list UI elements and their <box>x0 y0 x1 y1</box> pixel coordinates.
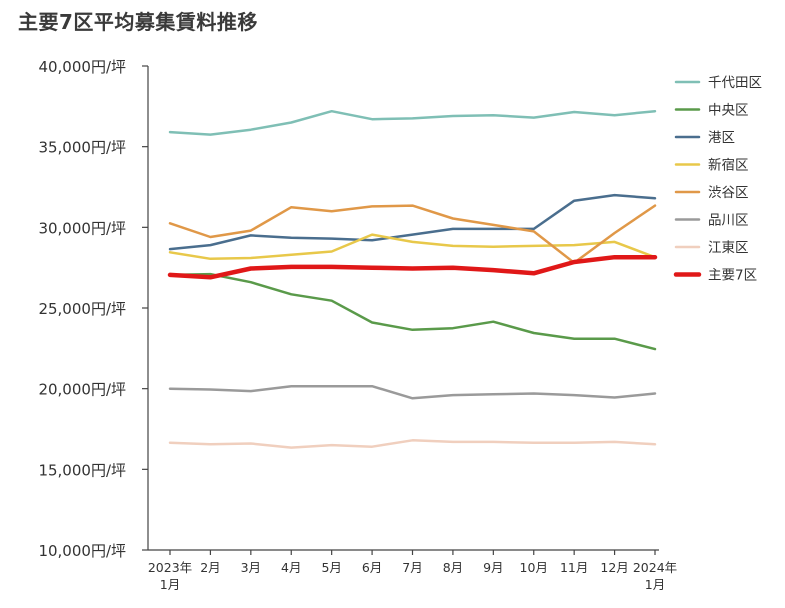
x-tick-label: 2月 <box>200 560 220 575</box>
y-tick-label: 35,000円/坪 <box>38 139 126 157</box>
series-line <box>168 384 657 400</box>
x-tick-label: 8月 <box>443 560 463 575</box>
legend-label: 千代田区 <box>708 75 762 91</box>
series-line <box>168 233 657 261</box>
legend-label: 渋谷区 <box>708 185 749 201</box>
x-tick-label: 12月 <box>600 560 628 575</box>
series-line <box>167 254 658 280</box>
x-tick-label: 7月 <box>402 560 422 575</box>
y-tick-label: 20,000円/坪 <box>38 381 126 399</box>
y-tick-label: 30,000円/坪 <box>38 219 126 237</box>
axes: 10,000円/坪 15,000円/坪 20,000円/坪 25,000円/坪 30,0… <box>38 58 677 592</box>
series-line <box>168 439 657 449</box>
x-tick-label: 4月 <box>281 560 301 575</box>
series-line <box>168 193 657 251</box>
series-layer <box>167 109 658 449</box>
legend-label: 中央区 <box>708 103 749 119</box>
x-tick-label: 6月 <box>362 560 382 575</box>
y-tick-label: 25,000円/坪 <box>38 300 126 318</box>
legend-label: 品川区 <box>708 213 749 229</box>
x-tick-label: 5月 <box>321 560 341 575</box>
x-tick-label: 3月 <box>241 560 261 575</box>
series-line <box>168 109 657 136</box>
series-line <box>168 272 657 351</box>
x-tick-label: 9月 <box>483 560 503 575</box>
legend-label: 港区 <box>708 130 735 146</box>
x-tick-label: 2024年 1月 <box>633 560 677 592</box>
legend-label: 主要7区 <box>708 268 757 284</box>
chart-title: 主要7区平均募集賃料推移 <box>18 10 258 34</box>
legend-label: 江東区 <box>708 240 749 256</box>
x-tick-label: 10月 <box>520 560 548 575</box>
y-tick-label: 40,000円/坪 <box>38 58 126 76</box>
x-tick-label: 2023年 1月 <box>148 560 192 592</box>
y-tick-label: 15,000円/坪 <box>38 461 126 479</box>
legend-label: 新宿区 <box>708 157 749 174</box>
x-tick-label: 11月 <box>560 560 588 575</box>
y-tick-label: 10,000円/坪 <box>38 542 126 560</box>
